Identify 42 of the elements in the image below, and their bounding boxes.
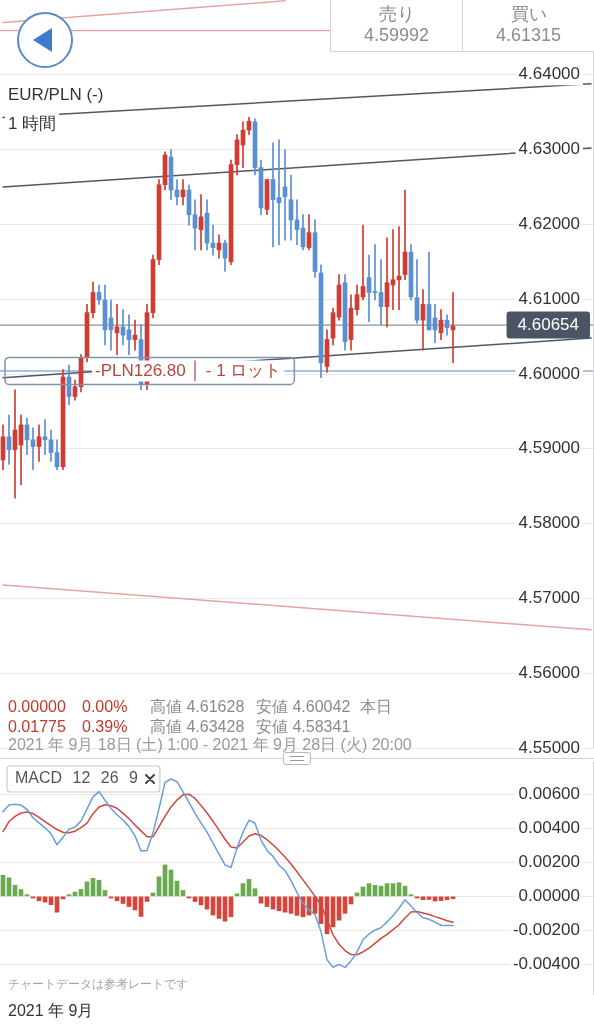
annotation: 安値 4.58341 [256,718,351,736]
y-tick-label: 4.63000 [518,139,580,159]
y-tick-label: 0.00000 [518,886,580,906]
annotation: 4.61315 [494,25,563,46]
text: 1 時間 [8,113,57,133]
price-field: 買い 4.61315 [462,0,594,52]
y-tick-label: 0.00600 [518,784,580,803]
y-tick-label: 4.57000 [518,588,580,608]
annotation: 0.01775 [8,718,66,736]
annotation: 4.59992 [362,25,431,46]
y-tick-label: -0.00200 [512,920,580,940]
annotation: 売り [377,4,416,25]
bar [234,893,240,897]
ref-line-label: 4.60654 [517,314,579,334]
y-tick-label: -0.00400 [512,954,580,974]
y-tick-label: 4.60000 [518,363,580,383]
candlestick [372,244,378,301]
y-tick-label: 4.64000 [518,64,580,84]
annotation: 0.00000 [8,698,66,716]
y-tick-label: 4.59000 [518,438,580,458]
annotation: 安値 4.60042 [256,698,351,716]
text: 2021 年 9月 [8,1002,94,1020]
annotation: 2021 年 9月 18日 (土) 1:00 - 2021 年 9月 28日 (火) 20:00 [8,736,412,754]
price-field: 売り 4.59992 [330,0,463,52]
annotation: 0.00% [82,698,128,716]
text: EUR/PLN (-) [8,84,104,104]
y-tick-label: 4.61000 [518,288,580,308]
y-tick-label: 0.00200 [518,852,580,872]
annotation: チャートデータは参考レートです [8,977,188,992]
annotation: 買い [509,4,548,25]
y-tick-label: 4.58000 [518,513,580,533]
candlestick [30,427,36,471]
ref-line-label: -PLN126.80 │ - 1 ロット [95,359,282,382]
annotation: 高値 4.61628 [150,698,245,716]
chart-title: MACD 12 26 9 [15,769,139,787]
y-tick-label: 4.56000 [518,662,580,682]
y-tick-label: 0.00400 [518,818,580,838]
annotation: 高値 4.63428 [150,718,245,736]
y-tick-label: 4.55000 [518,737,580,757]
annotation: 0.39% [82,718,128,736]
annotation: 本日 [360,698,392,716]
y-tick-label: 4.62000 [518,214,580,234]
